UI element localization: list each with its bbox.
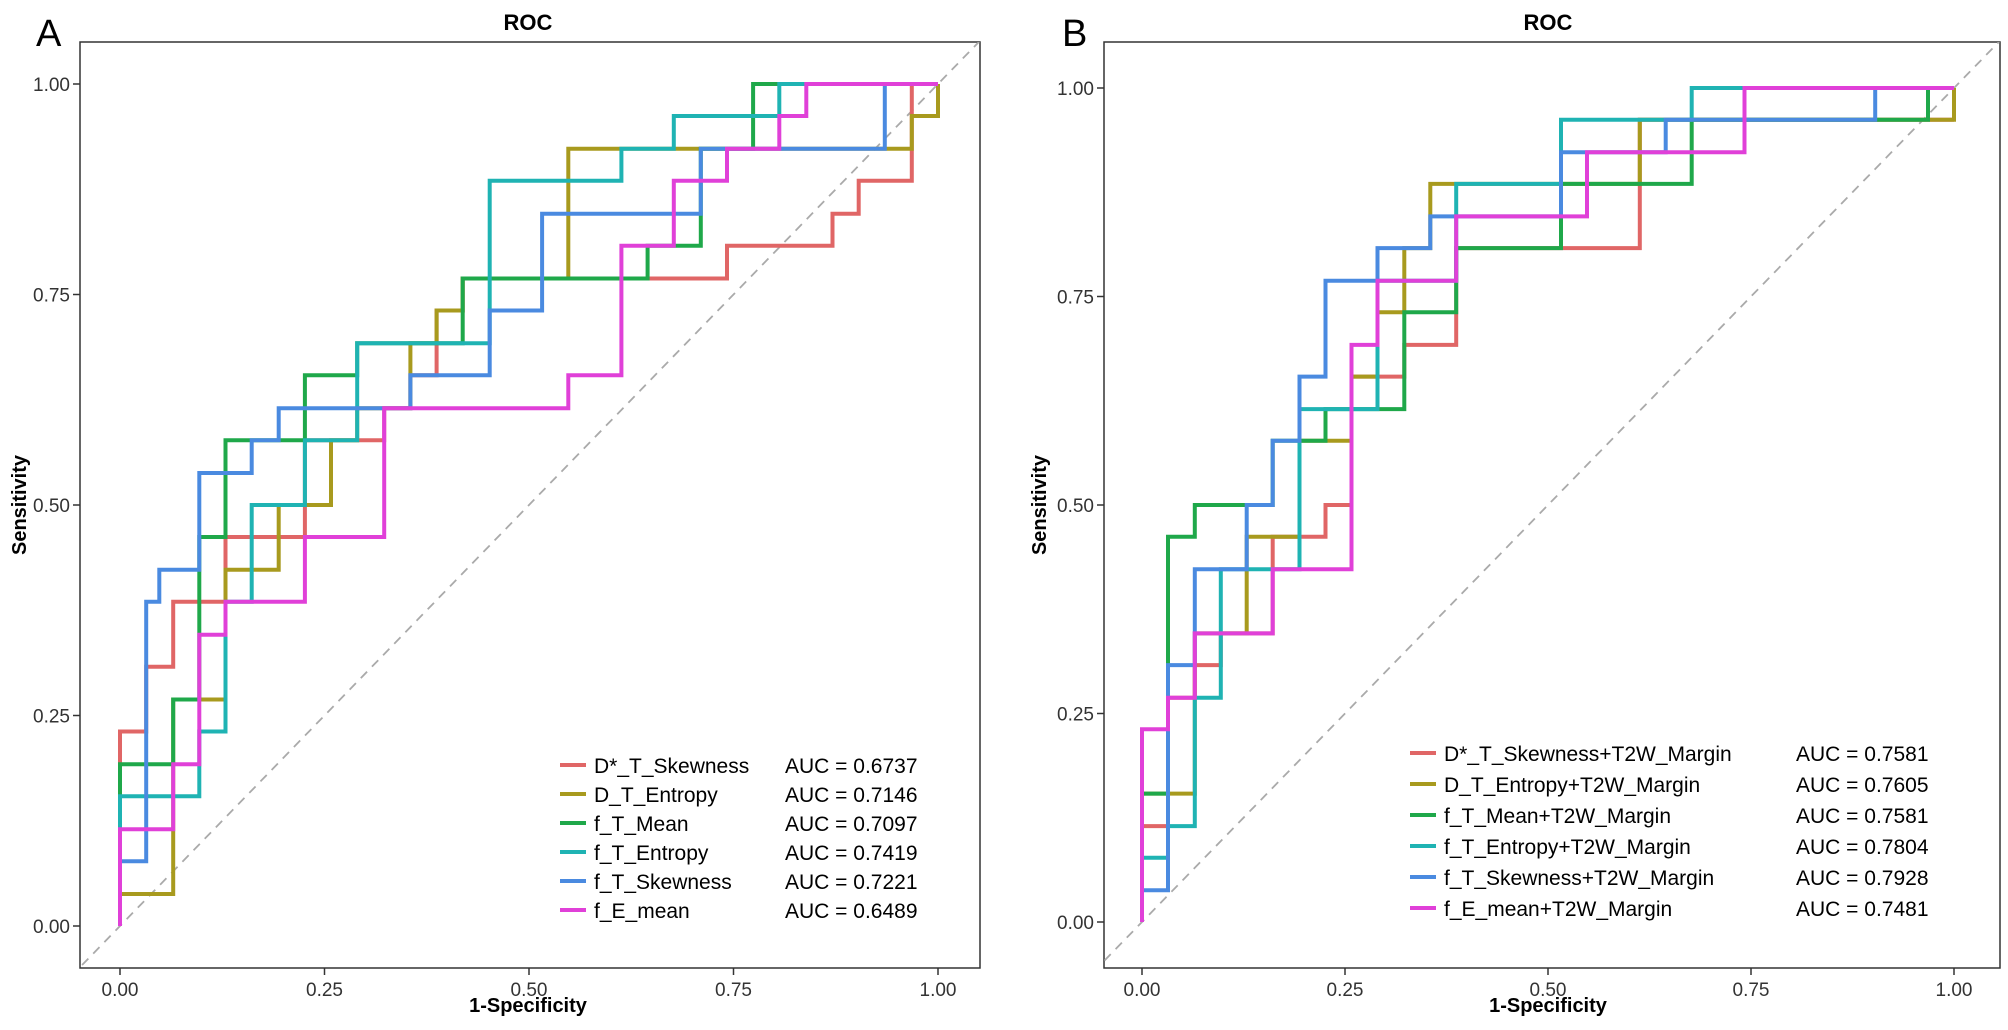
panel-b-legend-auc: AUC = 0.7481	[1796, 898, 1929, 921]
panel-b-title: ROC	[1524, 10, 1573, 35]
panel-a-legend: D*_T_Skewness AUC = 0.6737 D_T_Entropy AUC …	[560, 755, 918, 923]
panel-b-y-tick-label: 0.75	[1057, 288, 1094, 309]
panel-a-x-tick-label: 0.50	[511, 980, 548, 1001]
panel-a-reference-diagonal	[80, 42, 980, 968]
panel-a-x-axis-title: 1-Specificity	[469, 995, 588, 1017]
panel-a-x-tick-label: 0.75	[715, 980, 752, 1001]
panel-a-y-tick-label: 1.00	[33, 75, 70, 96]
panel-a-x-tick-label: 1.00	[920, 980, 957, 1001]
panel-a-y-tick-label: 0.25	[33, 707, 70, 728]
panel-a-chart: A ROC 0.00 0.25 0.50 0.75 1.00 0.00 0.25 0.50 0.75…	[9, 10, 981, 1017]
panel-a-y-axis-title: Sensitivity	[9, 454, 31, 555]
panel-a-legend-label: D*_T_Skewness	[594, 755, 749, 778]
panel-b-y-axis-title: Sensitivity	[1029, 454, 1051, 555]
panel-b-x-axis-title: 1-Specificity	[1489, 995, 1608, 1017]
panel-a-letter: A	[36, 13, 62, 55]
panel-a-series-line-5	[118, 82, 938, 926]
panel-b-chart: B ROC 0.00 0.25 0.50 0.75 1.00 0.00 0.25 0.50 0.75…	[1029, 10, 2001, 1017]
panel-a-legend-label: f_E_mean	[594, 900, 690, 923]
panel-b-legend-label: D*_T_Skewness+T2W_Margin	[1444, 743, 1732, 766]
panel-b-legend-auc: AUC = 0.7605	[1796, 774, 1929, 797]
panel-b-series-line-3	[1140, 86, 1954, 922]
panel-a-legend-auc: AUC = 0.7221	[785, 871, 918, 894]
panel-b-x-tick-label: 1.00	[1936, 980, 1973, 1001]
panel-b-y-tick-label: 1.00	[1057, 79, 1094, 100]
panel-a-x-tick-label: 0.25	[306, 980, 343, 1001]
panel-b-x-tick-label: 0.50	[1530, 980, 1567, 1001]
panel-b-legend-auc: AUC = 0.7804	[1796, 836, 1929, 859]
panel-b-letter: B	[1062, 13, 1087, 55]
panel-a-series-line-4	[118, 82, 938, 926]
panel-b-x-tick-label: 0.25	[1327, 980, 1364, 1001]
panel-a-y-tick-label: 0.75	[33, 286, 70, 307]
panel-a-legend-auc: AUC = 0.7097	[785, 813, 918, 836]
panel-b-legend-label: f_E_mean+T2W_Margin	[1444, 898, 1672, 921]
panel-b-legend-label: f_T_Entropy+T2W_Margin	[1444, 836, 1691, 859]
panel-a-legend-label: f_T_Mean	[594, 813, 689, 836]
panel-b-series-line-6	[1140, 86, 1954, 922]
panel-b-y-tick-label: 0.50	[1057, 496, 1094, 517]
panel-a-legend-auc: AUC = 0.7146	[785, 784, 918, 807]
panel-b-legend-label: f_T_Mean+T2W_Margin	[1444, 805, 1671, 828]
panel-b-legend-auc: AUC = 0.7928	[1796, 867, 1929, 890]
panel-a-legend-auc: AUC = 0.6489	[785, 900, 918, 923]
panel-b-legend-auc: AUC = 0.7581	[1796, 743, 1929, 766]
panel-b-x-tick-label: 0.00	[1124, 980, 1161, 1001]
panel-a-y-tick-label: 0.50	[33, 496, 70, 517]
panel-a-legend-label: D_T_Entropy	[594, 784, 718, 807]
panel-a-legend-label: f_T_Entropy	[594, 842, 709, 865]
panel-a-title: ROC	[504, 10, 553, 35]
panel-a-y-tick-label: 0.00	[33, 917, 70, 938]
panel-b-series-line-1	[1140, 117, 1954, 922]
panel-b-legend-label: f_T_Skewness+T2W_Margin	[1444, 867, 1714, 890]
panel-b-legend-auc: AUC = 0.7581	[1796, 805, 1929, 828]
panel-b-x-tick-label: 0.75	[1733, 980, 1770, 1001]
panel-b-legend-label: D_T_Entropy+T2W_Margin	[1444, 774, 1700, 797]
panel-b-legend: D*_T_Skewness+T2W_Margin AUC = 0.7581 D_T_…	[1410, 743, 1929, 921]
panel-a-series-line-6	[118, 82, 938, 926]
panel-a-legend-label: f_T_Skewness	[594, 871, 732, 894]
panel-b-y-tick-label: 0.25	[1057, 705, 1094, 726]
panel-a-legend-auc: AUC = 0.7419	[785, 842, 918, 865]
panel-a-x-tick-label: 0.00	[102, 980, 139, 1001]
panel-a-legend-auc: AUC = 0.6737	[785, 755, 918, 778]
panel-b-y-tick-label: 0.00	[1057, 913, 1094, 934]
